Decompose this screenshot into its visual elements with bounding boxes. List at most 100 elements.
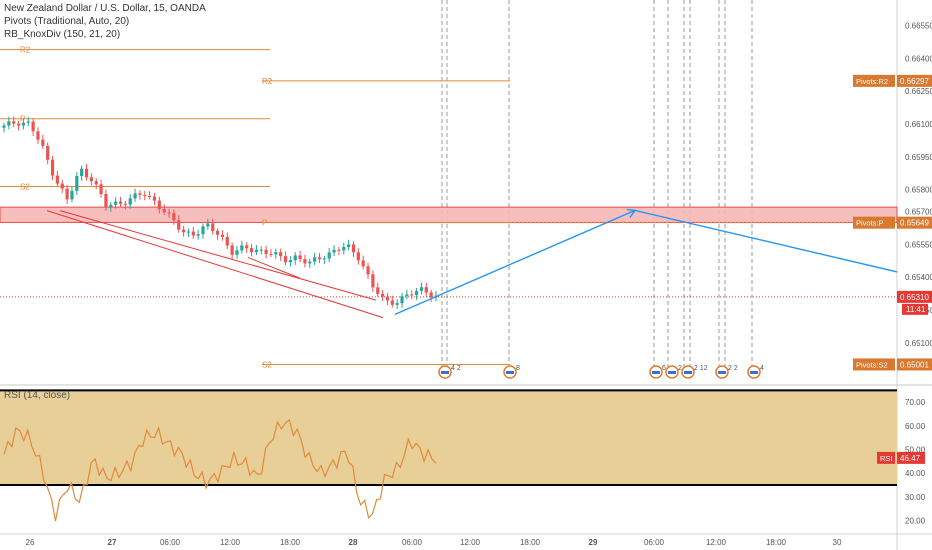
- candle: [191, 226, 195, 239]
- pivot-label-p-1: P: [262, 219, 267, 228]
- candle: [21, 118, 26, 130]
- candle: [381, 290, 385, 302]
- candle-body: [249, 248, 254, 253]
- knoxdiv-indicator-label[interactable]: RB_KnoxDiv (150, 21, 20): [4, 29, 121, 40]
- pivot-label-s2-0: S2: [20, 183, 30, 192]
- time-tick: 18:00: [766, 538, 787, 547]
- candle: [133, 188, 137, 202]
- candle: [240, 240, 244, 254]
- pivots-indicator-label[interactable]: Pivots (Traditional, Auto, 20): [4, 16, 130, 27]
- candle: [279, 248, 283, 261]
- time-tick: 06:00: [402, 538, 423, 547]
- candle-body: [385, 296, 390, 301]
- candle: [313, 252, 317, 266]
- candle: [366, 262, 370, 279]
- candle: [395, 299, 399, 310]
- candle: [104, 189, 108, 211]
- candle-body: [191, 231, 195, 236]
- candle-body: [201, 226, 205, 235]
- countdown-badge: [902, 303, 928, 315]
- candle: [220, 230, 225, 241]
- pivot-badge-2-name-badge: [853, 358, 895, 371]
- candle: [114, 197, 118, 209]
- rsi-indicator-label[interactable]: RSI (14, close): [4, 390, 71, 401]
- candle-body: [235, 250, 239, 255]
- candle-body: [148, 195, 152, 197]
- pivot-badge-2-name: Pivots:S2: [856, 360, 888, 369]
- candle: [308, 258, 312, 269]
- candle-body: [371, 274, 375, 288]
- candle-body: [230, 245, 234, 255]
- candle-body: [317, 257, 322, 260]
- pivot-badge-0-name-badge: [853, 74, 895, 87]
- candle-body: [327, 252, 331, 259]
- candle: [148, 191, 152, 200]
- countdown-text: 11:41: [906, 305, 926, 314]
- time-tick: 12:00: [706, 538, 727, 547]
- rsi-tick: 70.00: [905, 398, 926, 407]
- rsi-band: [0, 390, 897, 486]
- candle: [2, 122, 6, 133]
- pivot-badge-2-value: 0.65001: [900, 360, 929, 369]
- price-tick: 0.65800: [905, 186, 932, 195]
- candle: [361, 255, 365, 270]
- pivot-label-r2-1: R2: [262, 77, 273, 86]
- projection-arrowhead: [626, 208, 637, 218]
- price-tick: 0.65950: [905, 153, 932, 162]
- candle-body: [419, 287, 424, 291]
- candle-body: [36, 131, 40, 140]
- event-badge-6: 4: [747, 365, 764, 379]
- event-badge-count: 8: [516, 365, 520, 372]
- price-tick: 0.66400: [905, 54, 932, 63]
- event-badge-2: 6: [649, 365, 666, 379]
- candle-body: [381, 293, 385, 297]
- candle-body: [186, 231, 191, 233]
- pivot-label-p-0: P: [20, 115, 25, 124]
- time-tick: 29: [589, 538, 598, 547]
- candle-body: [313, 257, 317, 262]
- candle: [332, 245, 336, 257]
- candle-body: [400, 296, 404, 304]
- candle: [94, 178, 98, 190]
- candle-body: [225, 236, 229, 246]
- candle-body: [288, 260, 292, 263]
- pivot-badge-1-value-badge: [897, 216, 932, 229]
- candle: [259, 246, 263, 255]
- candle-body: [283, 256, 288, 263]
- candle: [152, 192, 157, 206]
- candle: [298, 250, 302, 263]
- candle: [75, 171, 79, 196]
- candle-body: [390, 300, 394, 305]
- candle-body: [26, 121, 30, 123]
- candle-body: [84, 168, 89, 178]
- candle: [283, 251, 288, 266]
- flag-stripe: [441, 371, 449, 374]
- candle-body: [70, 190, 74, 200]
- divergence-line-2: [59, 210, 377, 301]
- candle-body: [75, 176, 79, 191]
- flag-stripe: [652, 371, 660, 374]
- time-tick: 06:00: [644, 538, 665, 547]
- candle-body: [410, 294, 414, 296]
- flag-stripe: [684, 371, 692, 374]
- time-tick: 27: [108, 538, 117, 547]
- candle: [347, 239, 351, 251]
- event-badge-count: 4: [760, 365, 764, 372]
- candle-body: [274, 252, 278, 255]
- rsi-line: [3, 418, 437, 522]
- flag-stripe: [750, 371, 758, 374]
- candle: [327, 248, 331, 263]
- candle: [211, 218, 215, 235]
- candle-body: [138, 193, 142, 195]
- time-tick: 26: [26, 538, 35, 547]
- rsi-tick: 50.00: [905, 446, 926, 455]
- time-tick: 12:00: [460, 538, 481, 547]
- candle-body: [55, 175, 59, 184]
- candle-body: [123, 203, 127, 205]
- candle: [157, 196, 161, 214]
- candle: [55, 170, 59, 187]
- candle: [99, 179, 103, 198]
- candle-body: [308, 261, 312, 264]
- candle-body: [298, 255, 302, 260]
